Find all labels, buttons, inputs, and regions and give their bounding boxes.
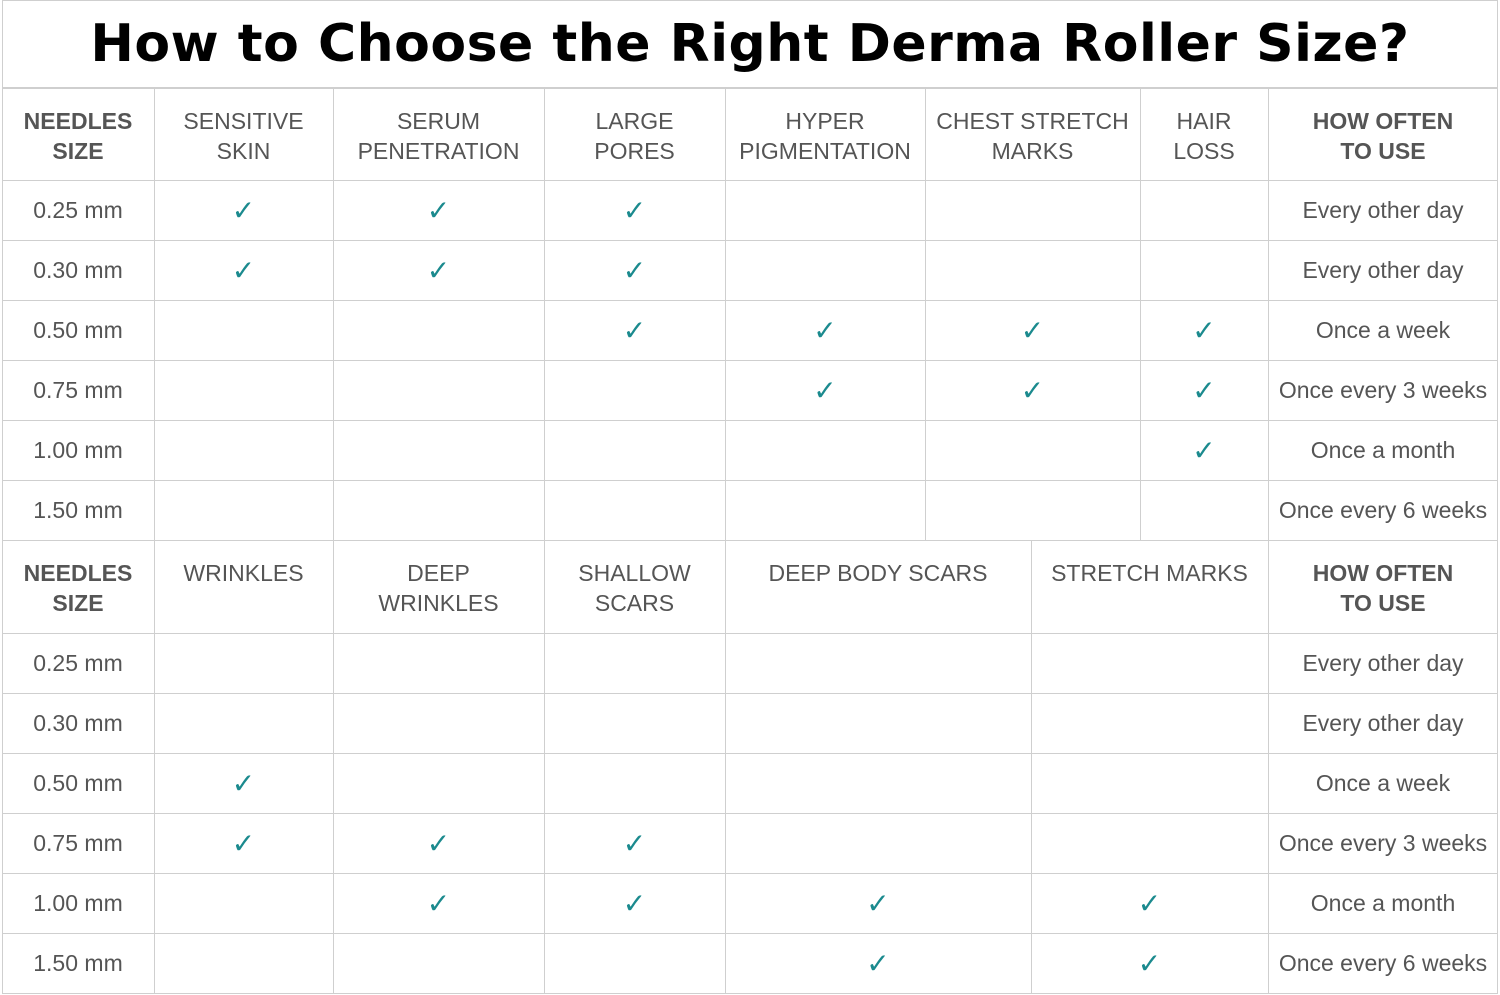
table2-row-size: 0.25 mm [33,649,123,676]
checkmark-icon: ✓ [426,193,451,227]
grid-line [2,480,1498,481]
checkmark-icon: ✓ [622,313,647,347]
table2-row-size: 1.50 mm [33,949,123,976]
table1-header-col6: HAIR LOSS [1173,108,1235,164]
grid-line [2,300,1498,301]
grid-line [725,88,726,540]
table2-row-size: 1.00 mm [33,889,123,916]
checkmark-icon: ✓ [231,826,256,860]
checkmark-icon: ✓ [1020,313,1045,347]
table2-header-how-often: HOW OFTEN TO USE [1312,560,1454,616]
grid-line [2,88,1498,89]
checkmark-icon: ✓ [1192,313,1216,347]
checkmark-icon: ✓ [231,253,256,287]
table1-row-frequency: Once every 6 weeks [1278,496,1488,523]
table2-header-col3: SHALLOW SCARS [578,560,691,616]
checkmark-icon: ✓ [622,193,647,227]
grid-line [2,693,1498,694]
grid-line [2,633,1498,634]
table2-row-frequency: Once a week [1315,769,1451,796]
grid-line [1031,540,1032,993]
table1-row-frequency: Once every 3 weeks [1278,376,1488,403]
table2-header-col1: WRINKLES [183,560,304,586]
grid-line [2,753,1498,754]
grid-line [1268,88,1269,540]
checkmark-icon: ✓ [426,826,451,860]
checkmark-icon: ✓ [866,946,890,980]
checkmark-icon: ✓ [1192,433,1216,467]
table2-row-frequency: Every other day [1302,709,1464,736]
table2-header-col5: STRETCH MARKS [1051,560,1248,586]
table2-row-frequency: Once every 3 weeks [1278,829,1488,856]
table1-row-frequency: Once a month [1310,436,1456,463]
grid-line [1140,88,1141,540]
table1-row-frequency: Every other day [1302,196,1464,223]
table2-row-frequency: Every other day [1302,649,1464,676]
grid-line [2,87,1498,88]
table2-row-size: 0.50 mm [33,769,123,796]
checkmark-icon: ✓ [426,253,451,287]
table2-row-size: 0.75 mm [33,829,123,856]
checkmark-icon: ✓ [813,373,837,407]
table2-row-size: 0.30 mm [33,709,123,736]
grid-line [2,0,1498,1]
grid-line [2,360,1498,361]
table1-row-size: 0.50 mm [33,316,123,343]
grid-line [2,180,1498,181]
table1-row-size: 1.00 mm [33,436,123,463]
table1-header-needles-size: NEEDLES SIZE [23,108,133,164]
checkmark-icon: ✓ [622,826,647,860]
grid-line [725,540,726,993]
table1-header-col5: CHEST STRETCH MARKS [936,108,1129,164]
checkmark-icon: ✓ [426,886,451,920]
checkmark-icon: ✓ [231,766,256,800]
grid-line [1268,540,1269,993]
checkmark-icon: ✓ [1137,886,1162,920]
table1-header-col4: HYPER PIGMENTATION [739,108,911,164]
table1-row-size: 1.50 mm [33,496,123,523]
table2-row-frequency: Once every 6 weeks [1278,949,1488,976]
grid-line [333,88,334,540]
checkmark-icon: ✓ [866,886,890,920]
table2-header-needles-size: NEEDLES SIZE [23,560,133,616]
table1-header-col2: SERUM PENETRATION [357,108,520,164]
table2-row-frequency: Once a month [1310,889,1456,916]
checkmark-icon: ✓ [231,193,256,227]
table2-header-col4: DEEP BODY SCARS [768,560,988,586]
table2-header-col2: DEEP WRINKLES [378,560,499,616]
grid-line [544,88,545,540]
grid-line [154,88,155,540]
table1-header-col1: SENSITIVE SKIN [183,108,304,164]
grid-line [2,933,1498,934]
page-title: How to Choose the Right Derma Roller Siz… [90,14,1410,74]
grid-line [925,88,926,540]
grid-line [544,540,545,993]
table1-header-col3: LARGE PORES [594,108,675,164]
checkmark-icon: ✓ [1137,946,1162,980]
grid-line [2,993,1498,994]
grid-line [154,540,155,993]
checkmark-icon: ✓ [622,886,647,920]
grid-line [2,420,1498,421]
grid-line [2,0,3,994]
grid-line [1497,0,1498,994]
checkmark-icon: ✓ [813,313,837,347]
checkmark-icon: ✓ [1192,373,1216,407]
table1-row-frequency: Every other day [1302,256,1464,283]
table1-row-size: 0.75 mm [33,376,123,403]
checkmark-icon: ✓ [1020,373,1045,407]
grid-line [333,540,334,993]
grid-line [2,873,1498,874]
checkmark-icon: ✓ [622,253,647,287]
grid-line [2,813,1498,814]
table1-row-frequency: Once a week [1315,316,1451,343]
grid-line [2,540,1498,541]
table1-row-size: 0.25 mm [33,196,123,223]
table1-header-how-often: HOW OFTEN TO USE [1312,108,1454,164]
grid-line [2,240,1498,241]
table1-row-size: 0.30 mm [33,256,123,283]
